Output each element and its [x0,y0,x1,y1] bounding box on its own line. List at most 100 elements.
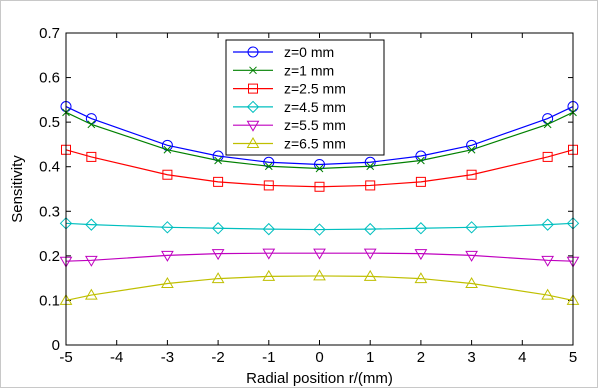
data-point [465,250,478,262]
x-tick-label: -1 [262,349,275,366]
data-point [414,272,428,284]
series-0 [60,101,579,170]
legend-label: z=0 mm [284,44,334,60]
y-tick-label: 0.5 [39,114,60,131]
series-line [65,106,574,166]
x-tick-label: 4 [518,349,526,366]
data-point [85,113,97,125]
data-point [315,164,324,173]
legend-label: z=4.5 mm [284,99,346,115]
data-point [465,276,478,288]
legend-label: z=5.5 mm [284,117,346,133]
x-tick-label: -4 [110,349,123,366]
data-point [366,162,375,171]
x-axis-label: Radial position r/(mm) [246,370,393,387]
data-point [543,120,552,129]
data-point [365,180,376,191]
legend-marker [246,137,260,148]
data-point [541,288,555,300]
y-tick-label: 0.3 [39,203,60,220]
legend-item: z=0 mm [233,44,334,60]
y-tick-label: 0.4 [39,159,60,176]
series-3 [59,217,580,236]
x-tick-label: -5 [59,349,72,366]
data-point [541,218,554,231]
data-point [85,218,98,231]
data-point [211,222,225,235]
legend-item: z=1 mm [233,62,334,78]
data-point [161,250,174,262]
legend-item: z=4.5 mm [233,99,346,115]
legend-marker [249,66,257,75]
data-point [161,221,174,234]
legend-item: z=5.5 mm [233,117,346,133]
data-point [211,249,225,261]
legend-marker [246,120,260,132]
series-5 [59,269,580,305]
series-line [65,222,574,231]
x-tick-label: 3 [467,349,475,366]
data-point [417,156,425,165]
data-point [541,255,555,267]
data-point [262,248,276,260]
data-point [414,222,428,235]
data-point [363,269,377,281]
x-tick-label: -2 [211,349,224,366]
x-tick-label: 0 [315,349,323,366]
data-point [84,255,98,267]
series-line [65,275,574,302]
data-point [87,120,96,129]
data-point [214,156,222,165]
legend-item: z=6.5 mm [233,136,346,152]
data-point [263,156,275,168]
data-point [364,156,376,168]
data-point [213,176,224,187]
x-tick-label: 5 [569,349,577,366]
data-point [466,169,477,180]
legend: z=0 mm z=1 mm z=2.5 mm z=4.5 mm z=5.5 mm z=6.… [225,39,385,156]
series-layer [59,101,580,305]
data-point [363,248,377,260]
plot-area [65,32,574,346]
data-point [363,222,377,236]
legend-box [225,39,385,156]
data-point [163,145,172,154]
x-tick-label: 2 [417,349,425,366]
data-point [414,249,428,261]
data-point [264,162,273,171]
x-tick-label: 1 [366,349,374,366]
legend-marker [248,83,258,94]
y-tick-label: 0.6 [39,70,60,87]
data-point [313,248,326,260]
x-tick-label: -3 [161,349,174,366]
data-point [465,221,478,234]
data-point [542,113,554,125]
data-point [467,145,476,154]
legend-marker [247,46,259,58]
legend-item: z=2.5 mm [233,81,346,97]
data-point [211,272,225,284]
data-point [415,176,426,187]
data-point [313,269,326,281]
data-point [542,151,553,162]
legend-marker [246,100,260,114]
ticks-layer: -5 -4 -3 -2 -1 0 1 2 3 4 5 0 0.1 0.2 0.3 0.4 0.5 0.6 0.7 [39,25,577,366]
data-point [162,169,173,180]
legend-label: z=1 mm [284,62,334,78]
legend-label: z=2.5 mm [284,81,346,97]
data-point [84,288,98,300]
y-axis-label: Sensitivity [9,155,26,223]
data-point [263,180,274,191]
y-tick-label: 0 [52,337,60,354]
series-line [65,149,574,188]
data-point [86,151,97,162]
series-4 [59,248,580,268]
data-point [314,158,325,170]
y-tick-label: 0.2 [39,248,60,265]
data-point [314,181,325,192]
data-point [161,276,174,288]
y-tick-label: 0.7 [39,25,60,42]
series-line [65,252,574,262]
series-1 [62,108,577,173]
